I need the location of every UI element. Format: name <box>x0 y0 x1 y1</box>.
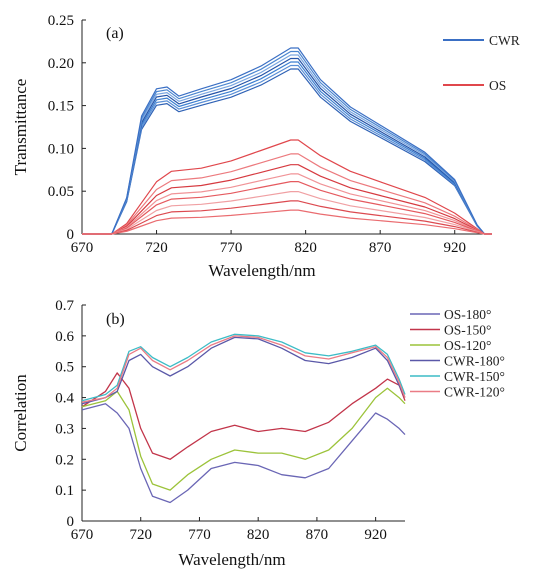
panel-a-y-tick-label: 0.05 <box>48 184 74 200</box>
legend-label: CWR-120° <box>444 385 505 400</box>
panel-b-y-tick-label: 0.4 <box>55 391 74 407</box>
panel-b-x-axis-title: Wavelength/nm <box>178 550 285 569</box>
panel-b: (b) Wavelength/nm Correlation 670 720 770 8… <box>11 298 505 569</box>
legend-label-os: OS <box>489 78 506 93</box>
panel-a-x-tick-label: 820 <box>294 240 317 256</box>
panel-a-y-tick-label: 0 <box>67 227 75 243</box>
panel-b-y-tick-label: 0.3 <box>55 421 74 437</box>
legend-label: OS-180° <box>444 307 491 322</box>
panel-a: (a) Wavelength/nm Transmittance 670 720 77… <box>11 13 520 280</box>
series-line-cwr <box>82 55 492 234</box>
panel-b-lines <box>82 334 405 502</box>
series-line-cwr <box>82 52 492 235</box>
series-line-os <box>82 182 492 234</box>
panel-b-ticks: 670 720 770 820 870 920 0 0.1 0.2 0.3 0.4 0.5 0.6 0.7 <box>55 298 387 543</box>
series-line <box>82 404 405 503</box>
panel-b-y-tick-label: 0 <box>67 514 75 530</box>
panel-b-x-tick-label: 920 <box>364 527 387 543</box>
legend-label-cwr: CWR <box>489 33 520 48</box>
panel-a-lines <box>82 48 492 234</box>
series-line <box>82 388 405 490</box>
panel-a-y-axis-title: Transmittance <box>11 79 30 176</box>
legend-label: CWR-150° <box>444 369 505 384</box>
panel-a-legend: CWR OS <box>443 33 520 93</box>
series-line-os <box>82 140 492 234</box>
legend-label: OS-150° <box>444 323 491 338</box>
panel-a-y-tick-label: 0.20 <box>48 56 74 72</box>
panel-b-y-tick-label: 0.2 <box>55 452 74 468</box>
panel-b-x-tick-label: 670 <box>71 527 94 543</box>
panel-b-y-tick-label: 0.6 <box>55 329 74 345</box>
panel-b-x-tick-label: 770 <box>188 527 211 543</box>
panel-a-ticks: 670 720 770 820 870 920 0 0.05 0.10 0.15 0.20 0.25 <box>48 13 466 256</box>
panel-a-y-tick-label: 0.10 <box>48 141 74 157</box>
panel-b-y-tick-label: 0.7 <box>55 298 74 314</box>
panel-b-y-axis-title: Correlation <box>11 374 30 452</box>
panel-a-label: (a) <box>106 25 124 42</box>
panel-b-legend: OS-180°OS-150°OS-120°CWR-180°CWR-150°CWR… <box>410 307 505 400</box>
panel-b-x-tick-label: 820 <box>247 527 270 543</box>
legend-label: OS-120° <box>444 338 491 353</box>
panel-b-x-tick-label: 720 <box>129 527 152 543</box>
panel-a-x-tick-label: 870 <box>369 240 392 256</box>
panel-a-y-tick-label: 0.25 <box>48 13 74 29</box>
panel-a-x-axis-title: Wavelength/nm <box>208 261 315 280</box>
panel-b-y-tick-label: 0.1 <box>55 483 74 499</box>
panel-a-x-tick-label: 720 <box>145 240 168 256</box>
panel-b-x-tick-label: 870 <box>306 527 329 543</box>
panel-b-label: (b) <box>106 311 125 328</box>
panel-a-x-tick-label: 670 <box>71 240 94 256</box>
series-line <box>82 334 405 400</box>
panel-a-x-tick-label: 770 <box>220 240 243 256</box>
panel-a-x-tick-label: 920 <box>443 240 466 256</box>
legend-label: CWR-180° <box>444 354 505 369</box>
series-line-cwr <box>82 59 492 235</box>
panel-a-y-tick-label: 0.15 <box>48 99 74 115</box>
panel-b-y-tick-label: 0.5 <box>55 360 74 376</box>
